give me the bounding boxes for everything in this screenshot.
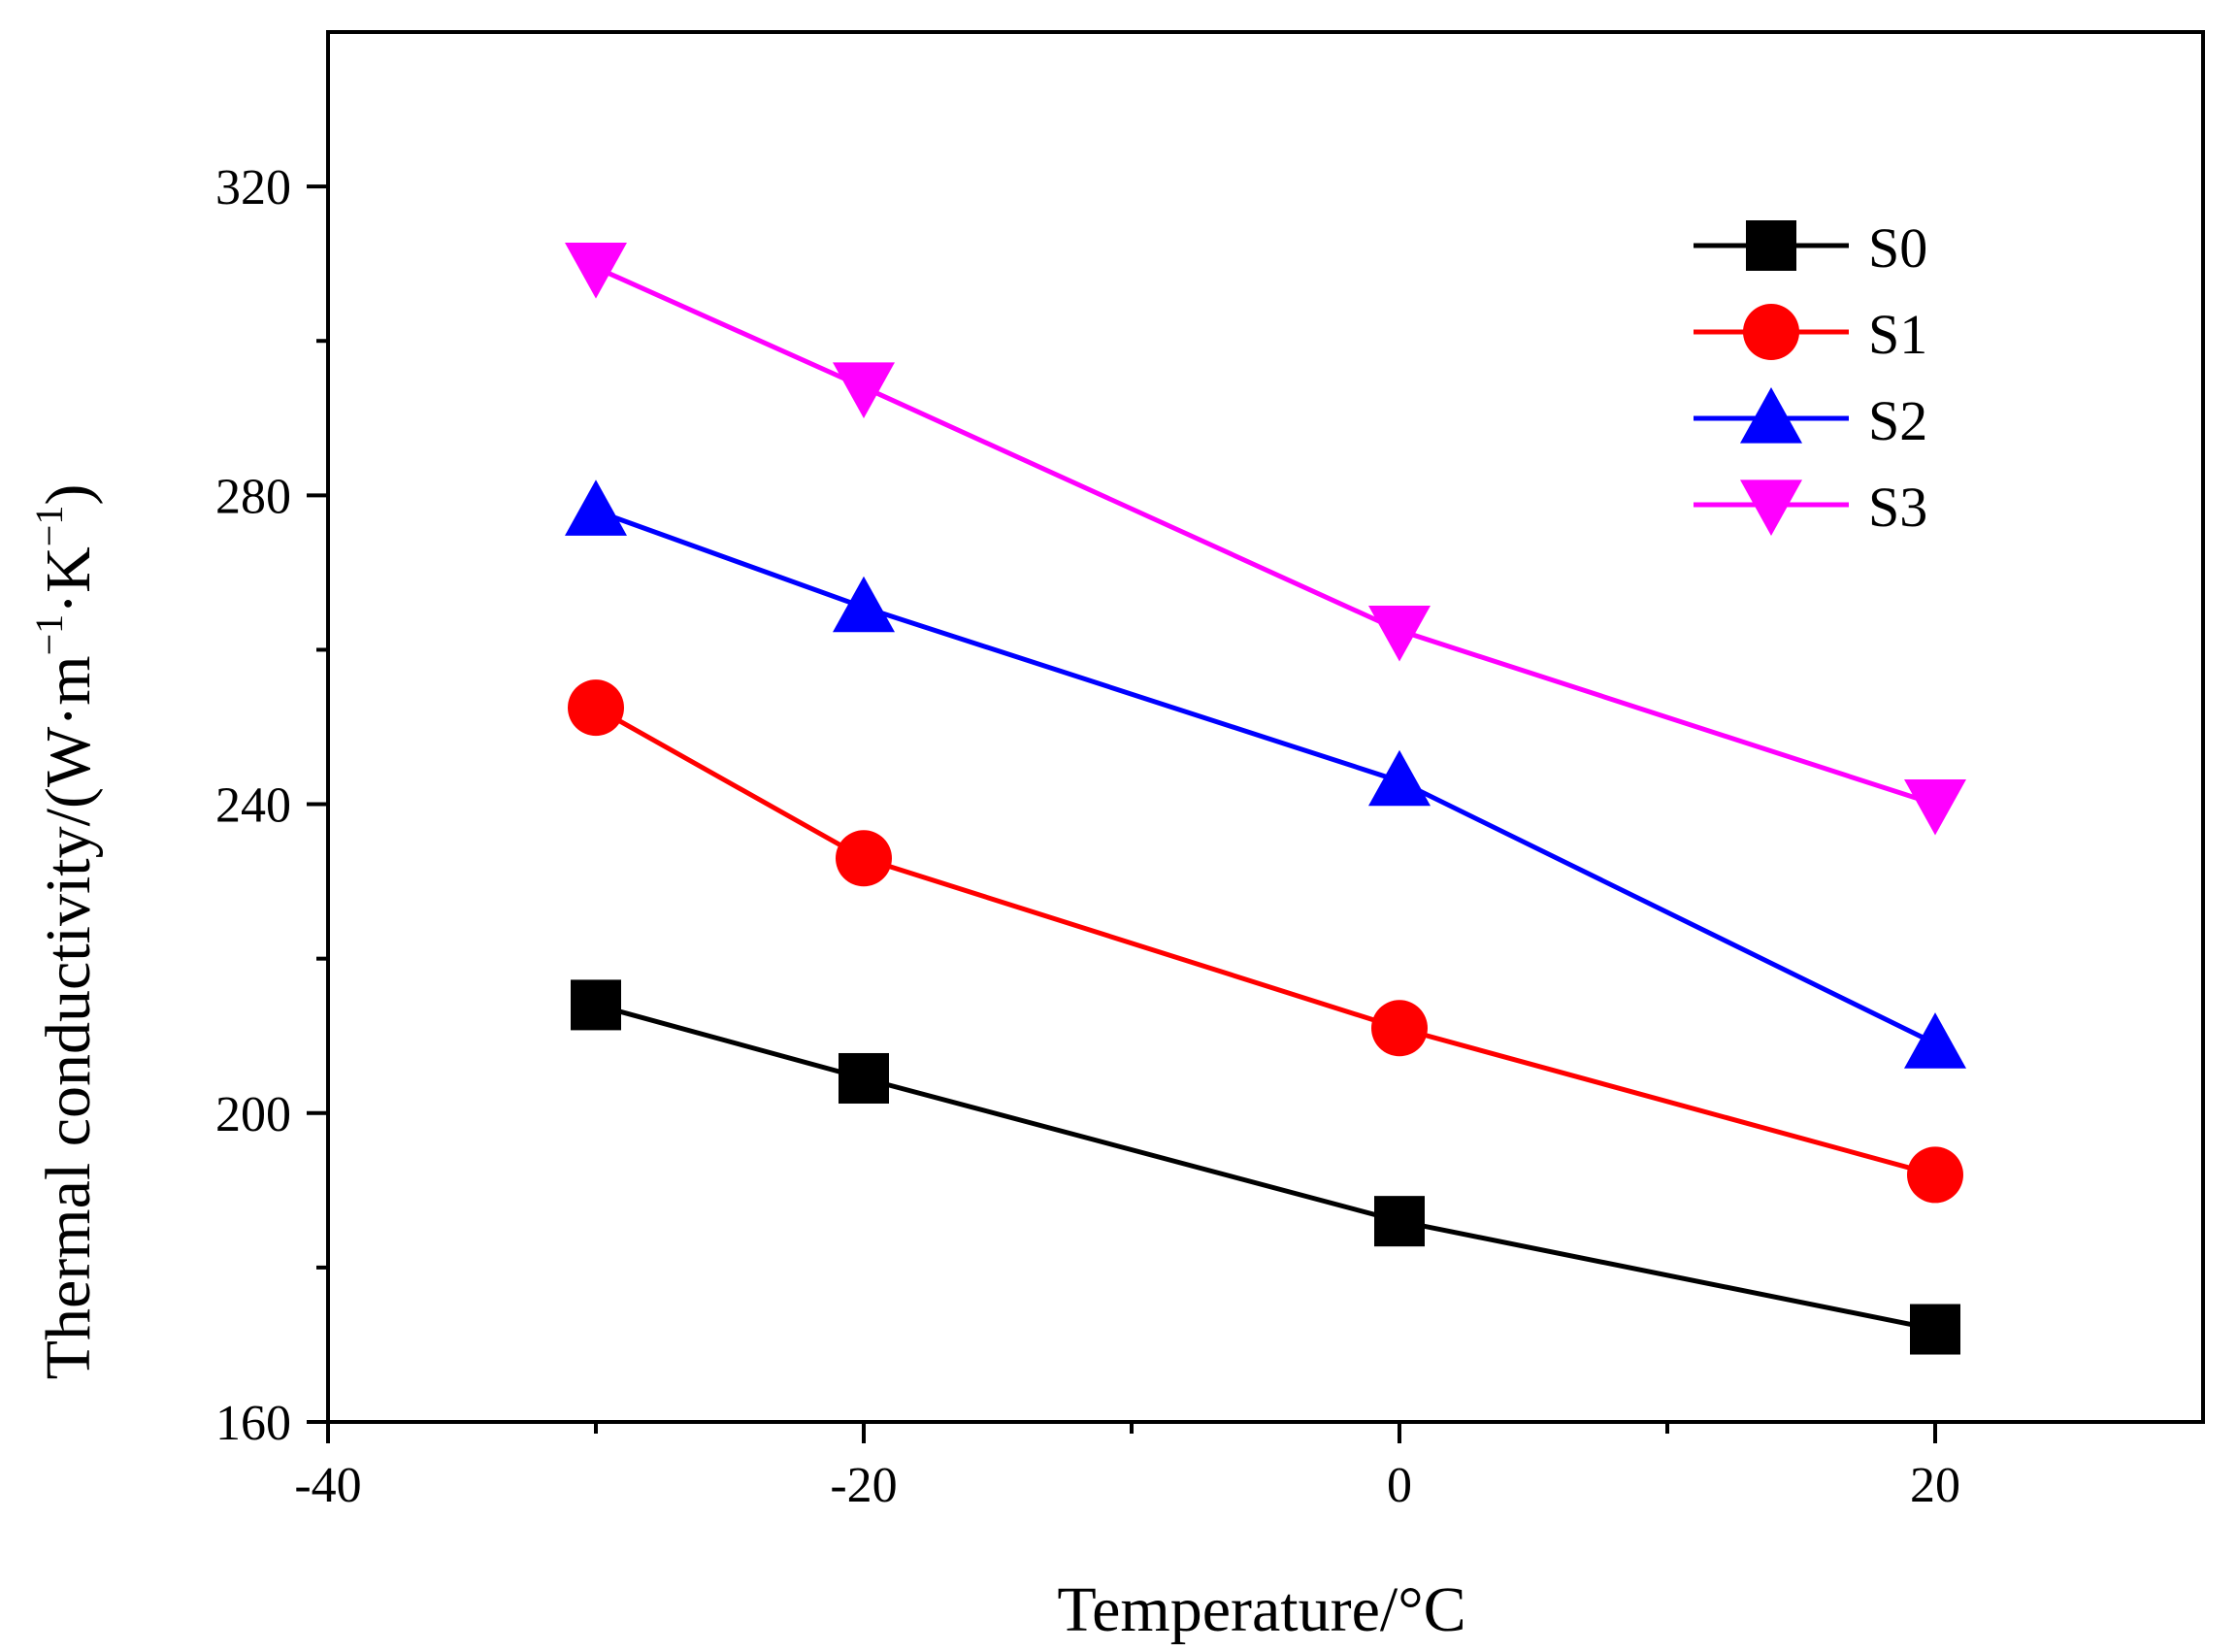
series-s3 <box>565 243 1966 836</box>
legend-label: S1 <box>1868 303 1927 366</box>
legend-marker <box>1743 304 1799 360</box>
series-line-s3 <box>594 265 1936 807</box>
legend-label: S0 <box>1868 216 1927 280</box>
y-tick-label: 320 <box>215 160 291 215</box>
plot-border <box>326 30 2205 1424</box>
y-axis-title: Thermal conductivity/(W·m−1·K−1) <box>27 484 104 1380</box>
legend-marker <box>1740 387 1802 444</box>
y-axis-title-base: Thermal conductivity/(W·m <box>33 655 104 1379</box>
legend-item-s2: S2 <box>1694 387 1927 452</box>
series-line-s0 <box>595 1002 1936 1332</box>
y-tick-label: 280 <box>215 469 291 524</box>
series-s2 <box>565 479 1966 1069</box>
data-point-s2 <box>1904 1012 1966 1069</box>
data-point-s1 <box>1371 1000 1428 1057</box>
data-point-s0 <box>571 979 621 1031</box>
data-point-s3 <box>1368 605 1431 662</box>
series-s0 <box>571 979 1960 1355</box>
y-axis-title-sup-1: −1 <box>27 614 71 656</box>
data-point-s1 <box>1907 1146 1963 1204</box>
legend-label: S2 <box>1868 389 1927 452</box>
y-axis-title-end: ) <box>33 484 104 506</box>
legend-label: S3 <box>1868 476 1927 539</box>
x-tick-label: 0 <box>1387 1458 1412 1513</box>
x-tick-label: -20 <box>830 1458 897 1513</box>
data-point-s3 <box>1904 778 1966 836</box>
y-tick-label: 240 <box>215 778 291 834</box>
y-tick-label: 160 <box>215 1396 291 1451</box>
axis-ticks <box>307 184 1937 1443</box>
data-point-s0 <box>839 1052 889 1104</box>
y-axis-title-mid: ·K <box>33 546 104 614</box>
series-line-s2 <box>595 508 1937 1046</box>
x-axis-title: Temperature/°C <box>1057 1574 1465 1645</box>
x-tick-label: -40 <box>294 1458 361 1513</box>
series-s1 <box>568 679 1963 1204</box>
data-point-s3 <box>833 362 895 418</box>
data-point-s1 <box>568 679 624 737</box>
y-tick-label: 200 <box>215 1087 291 1142</box>
legend-item-s1: S1 <box>1694 303 1927 366</box>
series-layer <box>565 243 1966 1355</box>
legend-marker <box>1746 220 1796 271</box>
x-tick-label: 20 <box>1910 1458 1960 1513</box>
data-point-s1 <box>836 830 892 887</box>
data-point-s3 <box>565 243 627 299</box>
plot-frame <box>326 30 2205 1424</box>
data-point-s2 <box>833 576 895 633</box>
y-axis-title-sup-2: −1 <box>27 506 71 547</box>
legend-item-s0: S0 <box>1694 216 1927 280</box>
data-point-s0 <box>1374 1196 1425 1247</box>
tick-labels: -40 -20 0 20 160 200 240 280 320 <box>215 160 1960 1513</box>
legend-marker <box>1740 479 1802 536</box>
series-line-s1 <box>594 705 1936 1177</box>
legend: S0 S1 S2 S3 <box>1694 216 1927 539</box>
data-point-s2 <box>1368 749 1431 807</box>
legend-item-s3: S3 <box>1694 476 1927 539</box>
data-point-s0 <box>1910 1304 1960 1355</box>
data-point-s2 <box>565 479 627 536</box>
